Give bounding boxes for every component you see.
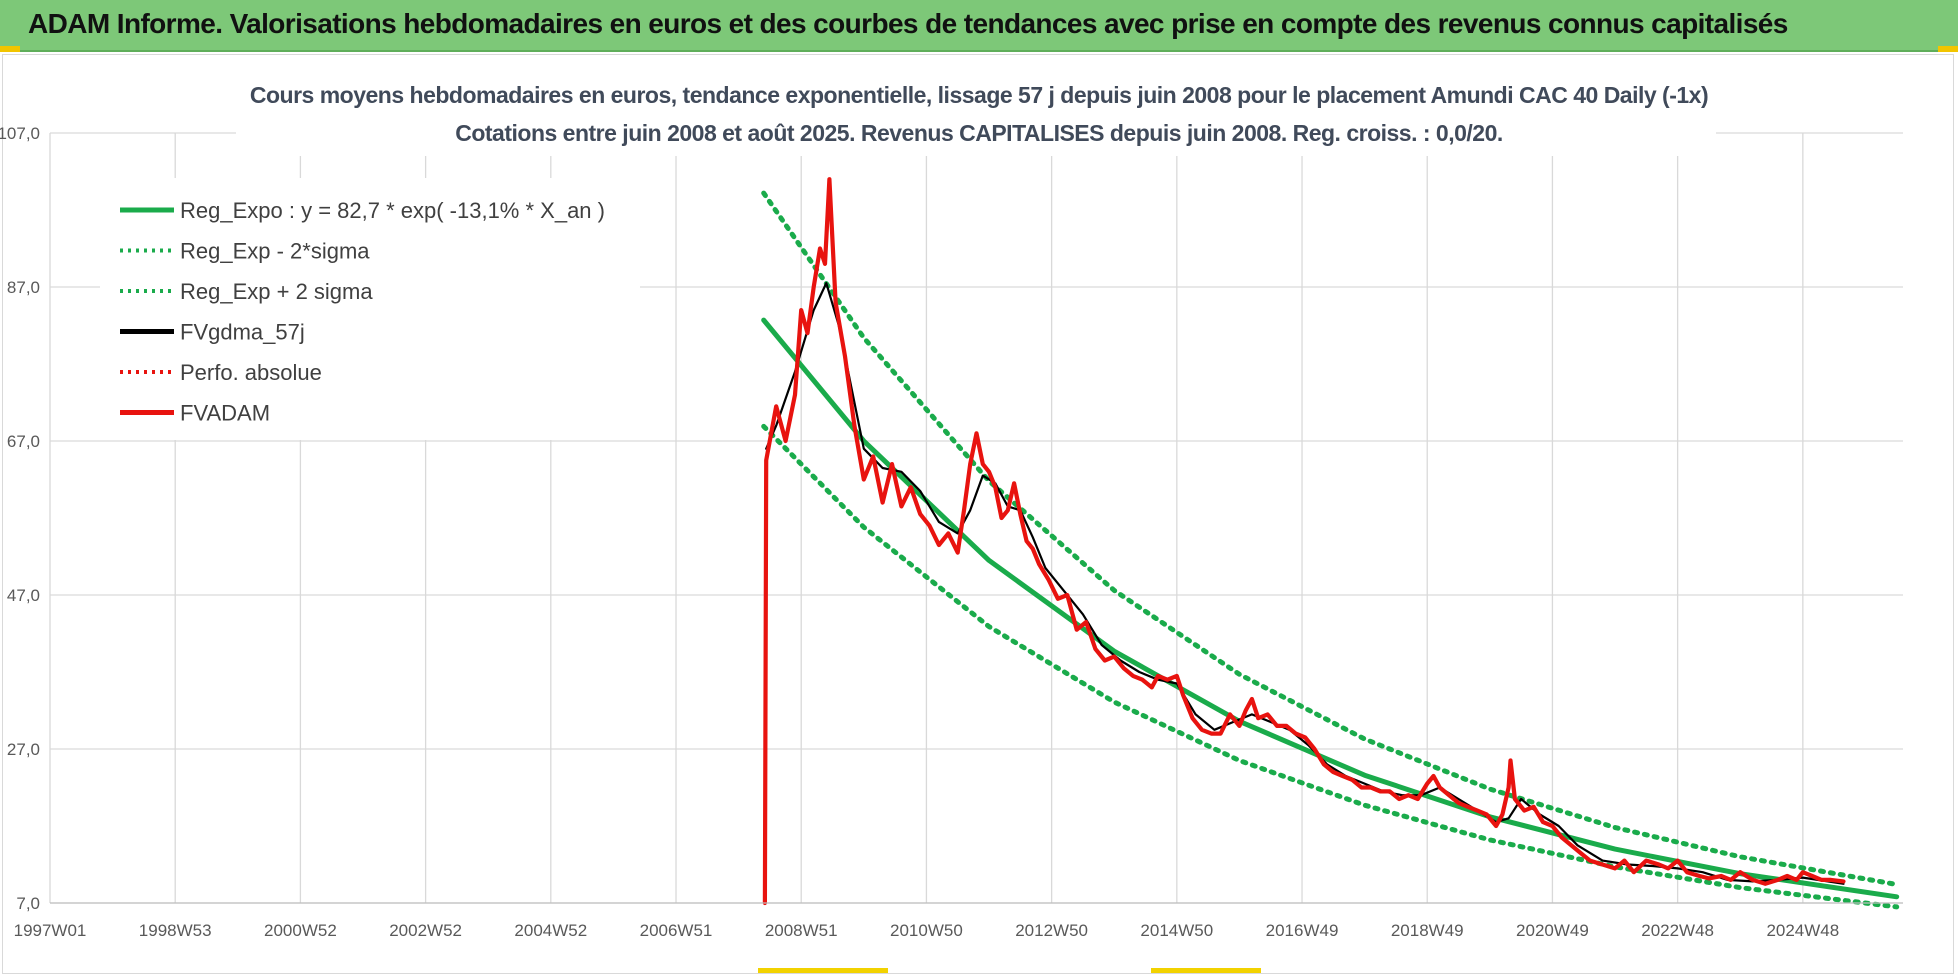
x-tick-label: 2000W52 (264, 921, 337, 940)
x-tick-label: 2016W49 (1266, 921, 1339, 940)
series-reg-exp-minus-2sigma (761, 423, 1900, 910)
x-tick-label: 1998W53 (139, 921, 212, 940)
legend-label: Reg_Exp - 2*sigma (180, 239, 370, 264)
x-tick-label: 2018W49 (1391, 921, 1464, 940)
x-tick-label: 2024W48 (1766, 921, 1839, 940)
x-tick-label: 2020W49 (1516, 921, 1589, 940)
legend-label: Reg_Expo : y = 82,7 * exp( -13,1% * X_an… (180, 198, 605, 223)
chart-subtitle: Cotations entre juin 2008 et août 2025. … (455, 120, 1503, 146)
banner-corner-right (1938, 46, 1958, 52)
report-title: ADAM Informe. Valorisations hebdomadaire… (28, 8, 1788, 39)
chart-title: Cours moyens hebdomadaires en euros, ten… (250, 82, 1708, 108)
y-tick-label: 87,0 (7, 278, 40, 297)
report-banner: ADAM Informe. Valorisations hebdomadaire… (0, 0, 1958, 52)
y-tick-label: 7,0 (16, 894, 40, 913)
legend-label: Perfo. absolue (180, 360, 322, 385)
legend-label: Reg_Exp + 2 sigma (180, 279, 373, 304)
x-tick-label: 2012W50 (1015, 921, 1088, 940)
footer-mark (1151, 968, 1261, 973)
legend-background (100, 178, 640, 440)
x-tick-label: 2002W52 (389, 921, 462, 940)
x-tick-label: 2004W52 (514, 921, 587, 940)
y-tick-label: 27,0 (7, 740, 40, 759)
footer-mark (758, 968, 888, 973)
y-tick-label: 67,0 (7, 432, 40, 451)
x-tick-label: 2008W51 (765, 921, 838, 940)
x-tick-label: 2006W51 (640, 921, 713, 940)
x-tick-label: 2010W50 (890, 921, 963, 940)
banner-corner-left (0, 46, 20, 52)
legend-label: FVgdma_57j (180, 320, 305, 345)
y-tick-label: 107,0 (0, 124, 40, 143)
x-tick-label: 2022W48 (1641, 921, 1714, 940)
series-reg-expo (761, 317, 1900, 900)
chart-frame (2, 54, 1954, 974)
legend-label: FVADAM (180, 401, 270, 426)
title-background (236, 70, 1716, 156)
x-tick-label: 1997W01 (14, 921, 87, 940)
x-tick-label: 2014W50 (1140, 921, 1213, 940)
series-fvgdma-57j (765, 282, 1845, 885)
series-reg-exp-plus-2sigma (761, 190, 1900, 887)
series-fvadam (762, 177, 1846, 906)
y-tick-label: 47,0 (7, 586, 40, 605)
